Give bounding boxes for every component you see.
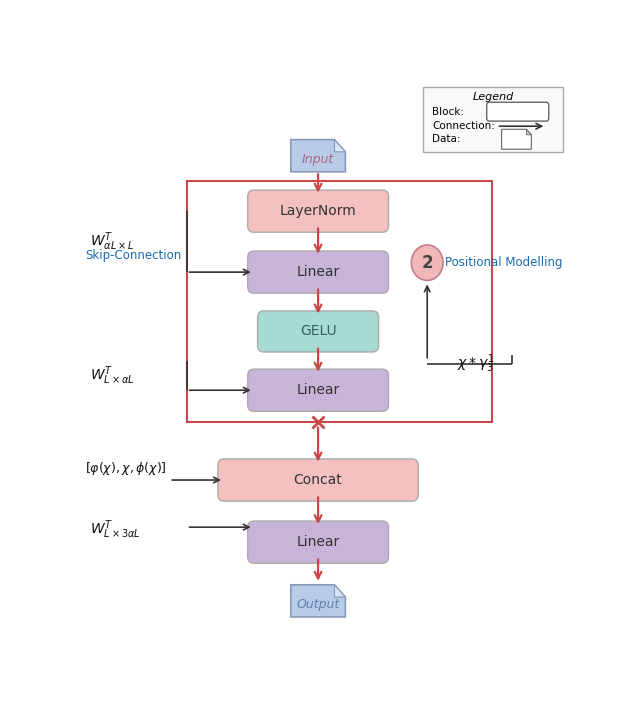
Text: Connection:: Connection: <box>432 121 495 131</box>
FancyBboxPatch shape <box>248 190 388 233</box>
Text: Output: Output <box>296 598 340 611</box>
FancyBboxPatch shape <box>218 459 419 501</box>
Text: $[\varphi(\chi),\chi,\phi(\chi)]$: $[\varphi(\chi),\chi,\phi(\chi)]$ <box>85 460 166 477</box>
FancyBboxPatch shape <box>257 311 379 352</box>
Text: Linear: Linear <box>296 535 340 549</box>
Text: LayerNorm: LayerNorm <box>280 204 356 218</box>
Text: Legend: Legend <box>472 92 513 102</box>
Polygon shape <box>335 140 346 152</box>
Polygon shape <box>526 130 531 135</box>
Text: GELU: GELU <box>300 325 337 338</box>
FancyBboxPatch shape <box>486 102 548 121</box>
Polygon shape <box>291 140 346 172</box>
Circle shape <box>412 245 443 280</box>
Text: Skip-Connection: Skip-Connection <box>85 249 181 262</box>
Text: $W^T_{L \times \alpha L}$: $W^T_{L \times \alpha L}$ <box>90 364 134 387</box>
Text: Positional Modelling: Positional Modelling <box>445 256 562 269</box>
FancyBboxPatch shape <box>423 87 563 153</box>
Text: Input: Input <box>302 153 334 166</box>
Text: Linear: Linear <box>296 265 340 279</box>
Polygon shape <box>502 130 531 149</box>
Text: Data:: Data: <box>432 134 461 144</box>
Polygon shape <box>291 585 346 617</box>
Text: $W^T_{\alpha L \times L}$: $W^T_{\alpha L \times L}$ <box>90 230 134 253</box>
FancyBboxPatch shape <box>248 521 388 563</box>
Text: Block:: Block: <box>432 107 464 117</box>
Polygon shape <box>335 585 346 597</box>
FancyBboxPatch shape <box>248 369 388 411</box>
FancyBboxPatch shape <box>248 251 388 293</box>
Text: Concat: Concat <box>294 473 342 487</box>
Text: 2: 2 <box>421 253 433 271</box>
Text: $W^T_{L \times 3\alpha L}$: $W^T_{L \times 3\alpha L}$ <box>90 518 140 541</box>
Text: Linear: Linear <box>296 383 340 397</box>
Text: $\chi * \gamma^1_3$: $\chi * \gamma^1_3$ <box>457 352 494 375</box>
